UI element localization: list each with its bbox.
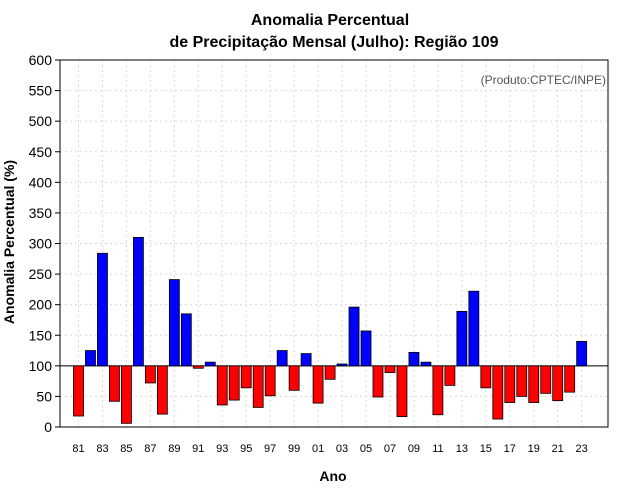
bar-95 <box>240 365 252 389</box>
bar-86 <box>132 236 144 367</box>
x-tick-label: 89 <box>168 443 180 455</box>
x-axis-title: Ano <box>319 468 346 484</box>
x-tick-label: 23 <box>576 443 588 455</box>
bar-10 <box>420 361 432 367</box>
bar-22 <box>564 365 576 393</box>
bar-07 <box>384 365 396 373</box>
bar-03 <box>336 363 348 367</box>
x-tick-label: 81 <box>72 443 84 455</box>
x-tick-label: 17 <box>504 443 516 455</box>
y-tick-label: 400 <box>29 174 53 190</box>
x-tick-label: 91 <box>192 443 204 455</box>
bar-16 <box>492 365 504 420</box>
bar-91 <box>192 365 204 369</box>
bar-98 <box>276 350 288 367</box>
bar-13 <box>456 310 468 367</box>
bar-17 <box>504 365 516 403</box>
y-tick-label: 250 <box>29 266 53 282</box>
bar-08 <box>396 365 408 417</box>
bar-94 <box>228 365 240 401</box>
x-tick-label: 83 <box>96 443 108 455</box>
bar-02 <box>324 365 336 380</box>
y-axis: 0 50 100 150 200 250 300 350 400 450 500 550 600 <box>29 52 60 435</box>
y-tick-label: 150 <box>29 327 53 343</box>
x-tick-label: 19 <box>528 443 540 455</box>
x-tick-label: 07 <box>384 443 396 455</box>
bar-05 <box>360 330 372 367</box>
bar-15 <box>480 365 492 389</box>
bar-20 <box>540 365 552 394</box>
bar-19 <box>528 365 540 403</box>
bar-01 <box>312 365 324 404</box>
y-tick-label: 100 <box>29 358 53 374</box>
y-tick-label: 0 <box>44 419 52 435</box>
bar-82 <box>85 350 96 367</box>
x-tick-label: 85 <box>120 443 132 455</box>
x-axis: 81 83 85 87 89 91 93 95 97 99 01 03 05 07 09 11 13 15 17 19… <box>72 443 587 455</box>
y-tick-label: 200 <box>29 297 53 313</box>
x-tick-label: 97 <box>264 443 276 455</box>
bar-90 <box>180 313 192 367</box>
bar-23 <box>576 340 588 367</box>
y-tick-label: 550 <box>29 83 53 99</box>
bar-06 <box>372 365 384 398</box>
x-tick-label: 01 <box>312 443 324 455</box>
bar-11 <box>432 365 444 416</box>
y-tick-label: 600 <box>29 52 53 68</box>
y-tick-label: 300 <box>29 236 53 252</box>
x-tick-label: 03 <box>336 443 348 455</box>
bar-97 <box>264 365 276 397</box>
bar-89 <box>168 279 180 367</box>
bar-18 <box>516 365 528 397</box>
bar-21 <box>552 365 564 402</box>
x-tick-label: 13 <box>456 443 468 455</box>
bars <box>73 236 588 424</box>
bar-12 <box>444 365 456 386</box>
bar-93 <box>216 365 228 406</box>
bar-85 <box>121 365 132 424</box>
bar-04 <box>348 306 360 367</box>
x-tick-label: 05 <box>360 443 372 455</box>
y-tick-label: 450 <box>29 144 53 160</box>
y-tick-label: 350 <box>29 205 53 221</box>
x-tick-label: 15 <box>480 443 492 455</box>
x-tick-label: 09 <box>408 443 420 455</box>
bar-92 <box>204 361 216 367</box>
bar-81 <box>73 365 84 417</box>
bar-14 <box>468 290 480 367</box>
x-tick-label: 93 <box>216 443 228 455</box>
chart-title-line1: Anomalia Percentual <box>251 12 409 29</box>
x-tick-label: 21 <box>552 443 564 455</box>
bar-84 <box>109 365 120 402</box>
credit-label: (Produto:CPTEC/INPE) <box>481 73 606 87</box>
bar-00 <box>300 353 312 367</box>
x-tick-label: 87 <box>144 443 156 455</box>
chart-title-line2: de Precipitação Mensal (Julho): Região 1… <box>170 34 499 51</box>
y-tick-label: 50 <box>36 388 52 404</box>
y-axis-title: Anomalia Percentual (%) <box>1 160 17 324</box>
bar-87 <box>144 365 156 384</box>
bar-96 <box>252 365 264 408</box>
x-tick-label: 95 <box>240 443 252 455</box>
x-tick-label: 99 <box>288 443 300 455</box>
bar-83 <box>97 252 108 367</box>
y-tick-label: 500 <box>29 113 53 129</box>
bar-09 <box>408 351 420 367</box>
bar-99 <box>288 365 300 391</box>
bar-88 <box>156 365 168 415</box>
x-tick-label: 11 <box>432 443 443 455</box>
